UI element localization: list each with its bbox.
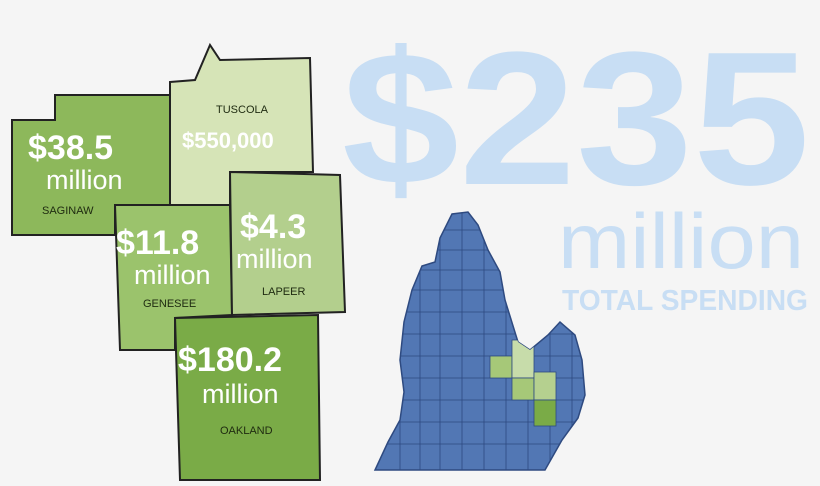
- county-unit: million: [202, 379, 279, 409]
- county-unit: million: [46, 165, 123, 195]
- lapeer-shape: [228, 170, 347, 317]
- county-amount: $11.8: [116, 224, 199, 262]
- total-amount: $235: [342, 13, 810, 225]
- county-unit: million: [236, 244, 313, 274]
- county-amount: $550,000: [182, 128, 274, 153]
- county-amount: $180.2: [178, 341, 282, 379]
- county-name: GENESEE: [143, 298, 196, 310]
- county-unit: million: [134, 260, 211, 290]
- county-amount: $38.5: [28, 129, 113, 167]
- county-name: LAPEER: [262, 286, 305, 298]
- county-name: SAGINAW: [42, 205, 94, 217]
- total-unit: million: [558, 197, 804, 285]
- county-name: OAKLAND: [220, 425, 273, 437]
- total-label: TOTAL SPENDING: [562, 285, 808, 317]
- oakland-shape: [173, 313, 322, 481]
- county-amount: $4.3: [240, 208, 306, 246]
- county-name: TUSCOLA: [216, 104, 269, 116]
